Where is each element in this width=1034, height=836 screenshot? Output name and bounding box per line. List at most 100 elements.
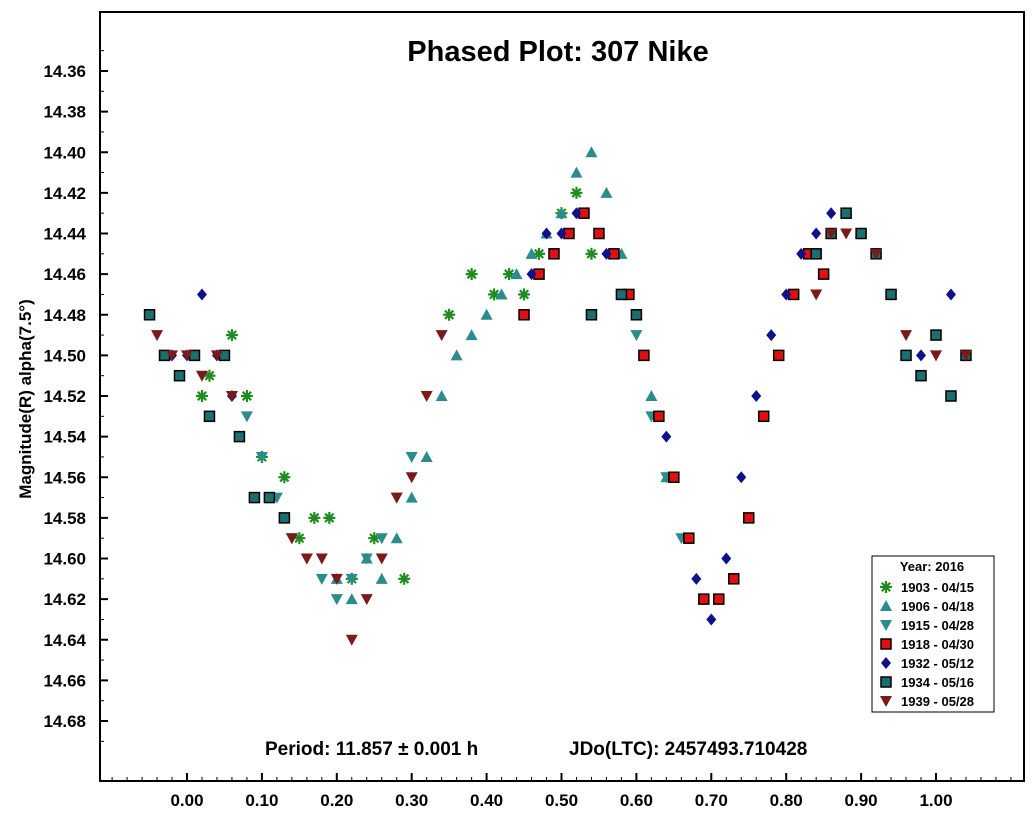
data-point <box>285 533 298 545</box>
data-point <box>772 349 785 362</box>
data-point <box>390 492 403 504</box>
data-point <box>330 573 343 585</box>
asterisk-stroke <box>241 391 252 401</box>
data-point <box>541 227 552 240</box>
y-tick-label: 14.62 <box>43 590 86 609</box>
data-point <box>420 450 433 462</box>
data-point <box>390 532 403 544</box>
data-point <box>570 186 583 199</box>
data-point <box>225 329 238 342</box>
data-point <box>203 369 216 382</box>
data-point <box>615 288 628 301</box>
asterisk-stroke <box>226 330 237 341</box>
data-point <box>570 166 583 178</box>
axis-ticks: 14.36 14.38 14.40 14.42 14.44 14.46 14.48 14.50… <box>43 50 1012 810</box>
legend-marker <box>881 657 891 669</box>
data-point <box>781 288 792 301</box>
x-tick-label: 1.00 <box>919 791 952 810</box>
data-point <box>360 553 373 565</box>
legend-box <box>871 555 995 713</box>
x-tick-label: 0.40 <box>470 791 503 810</box>
y-tick-label: 14.58 <box>43 509 86 528</box>
data-point <box>323 511 336 524</box>
x-tick-label: 0.00 <box>170 791 203 810</box>
legend-marker <box>880 620 892 631</box>
data-point <box>796 247 807 260</box>
data-point <box>840 207 852 219</box>
data-point <box>683 532 695 544</box>
asterisk-stroke <box>444 309 455 320</box>
y-tick-label: 14.56 <box>43 468 86 487</box>
data-point <box>930 350 942 362</box>
y-tick-label: 14.48 <box>43 306 86 325</box>
asterisk-stroke <box>399 573 410 584</box>
data-point <box>959 350 972 362</box>
legend: Year: 2016 1903 - 04/15 1906 - 04/18 1915 … <box>871 555 995 713</box>
asterisk-stroke <box>504 269 515 280</box>
data-point <box>465 268 478 281</box>
data-point <box>930 329 942 341</box>
y-tick-label: 14.42 <box>43 184 86 203</box>
asterisk-stroke <box>294 533 305 544</box>
data-point <box>195 390 208 402</box>
data-point <box>443 308 456 321</box>
legend-label: 1918 - 04/30 <box>901 637 974 652</box>
data-point <box>585 247 598 260</box>
data-point <box>240 411 253 423</box>
data-point <box>900 349 912 362</box>
data-point <box>225 391 238 402</box>
y-tick-label: 14.46 <box>43 265 86 284</box>
data-point <box>653 410 665 423</box>
asterisk-stroke <box>519 289 530 300</box>
x-tick-label: 0.50 <box>545 791 578 810</box>
y-tick-label: 14.36 <box>43 62 86 81</box>
data-point <box>743 512 755 524</box>
data-point <box>248 491 261 504</box>
x-tick-label: 0.30 <box>395 791 428 810</box>
data-point <box>810 289 823 301</box>
data-point <box>495 288 508 300</box>
footer-epoch: JDo(LTC): 2457493.710428 <box>569 739 807 760</box>
data-point <box>810 248 822 260</box>
data-point <box>757 410 770 423</box>
data-point <box>638 349 650 362</box>
data-point <box>713 593 725 605</box>
legend-label: 1915 - 04/28 <box>901 618 974 633</box>
asterisk-stroke <box>586 248 597 259</box>
data-point <box>173 369 186 382</box>
data-point <box>585 146 598 158</box>
series-6 <box>151 228 972 646</box>
asterisk-stroke <box>324 512 335 523</box>
x-tick-label: 0.80 <box>770 791 803 810</box>
data-point <box>630 330 643 342</box>
data-point <box>480 308 493 320</box>
legend-label: 1934 - 05/16 <box>901 675 974 690</box>
data-point <box>405 451 418 463</box>
data-point <box>548 248 560 260</box>
data-point <box>143 309 156 321</box>
data-point <box>728 573 740 585</box>
series-2 <box>240 330 688 606</box>
asterisk-stroke <box>466 269 477 280</box>
data-point <box>510 268 523 280</box>
legend-title: Year: 2016 <box>900 559 964 574</box>
y-tick-label: 14.68 <box>43 712 86 731</box>
data-point <box>870 248 883 260</box>
series-5 <box>143 207 972 524</box>
data-point <box>240 390 253 402</box>
data-point <box>405 472 418 484</box>
data-point <box>706 613 717 626</box>
data-point <box>855 227 867 240</box>
data-point <box>196 288 207 301</box>
data-point <box>375 553 388 565</box>
data-point <box>645 390 658 401</box>
data-point <box>345 634 358 646</box>
y-tick-label: 14.60 <box>43 550 86 569</box>
data-point <box>450 349 463 361</box>
data-point <box>916 349 927 362</box>
data-point <box>817 268 830 280</box>
data-point <box>526 268 537 281</box>
data-point <box>736 471 747 484</box>
data-point <box>585 309 598 321</box>
